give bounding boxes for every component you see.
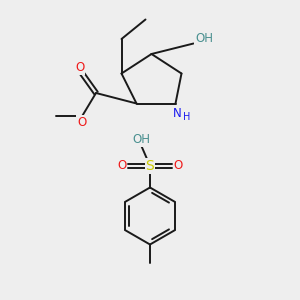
Text: O: O (77, 116, 86, 129)
Text: N: N (172, 106, 182, 120)
Text: O: O (75, 61, 84, 74)
Text: O: O (117, 159, 126, 172)
Text: OH: OH (133, 133, 151, 146)
Text: O: O (174, 159, 183, 172)
Text: H: H (183, 112, 190, 122)
Text: OH: OH (195, 32, 213, 45)
Text: S: S (146, 159, 154, 173)
